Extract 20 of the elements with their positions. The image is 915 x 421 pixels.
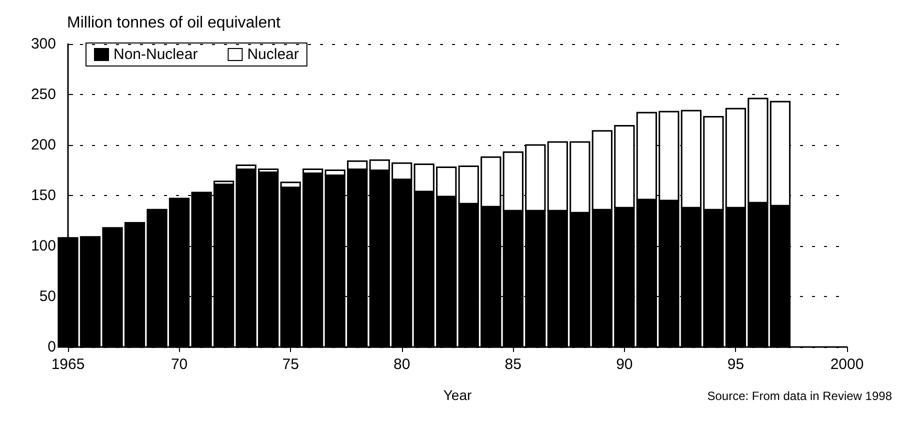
legend-label: Nuclear bbox=[247, 46, 299, 63]
x-tick-label: 90 bbox=[616, 356, 633, 373]
y-tick-label: 250 bbox=[30, 86, 56, 103]
source-note: Source: From data in Review 1998 bbox=[707, 389, 892, 403]
x-tick-label: 70 bbox=[170, 356, 188, 373]
x-tick-label: 80 bbox=[394, 356, 410, 373]
y-tick-label: 300 bbox=[30, 36, 56, 52]
y-tick-label: 150 bbox=[30, 187, 56, 204]
y-tick-label: 50 bbox=[39, 288, 56, 305]
legend-label: Non-Nuclear bbox=[114, 46, 198, 63]
y-tick-label: 0 bbox=[48, 338, 56, 356]
x-tick-label: 2000 bbox=[830, 356, 864, 373]
x-tick-label: 1965 bbox=[51, 356, 85, 373]
x-tick-label: 85 bbox=[504, 356, 522, 373]
x-axis-title: Year bbox=[443, 387, 472, 403]
x-tick-label: 95 bbox=[727, 356, 744, 373]
y-tick-label: 100 bbox=[30, 238, 56, 254]
x-tick-label: 75 bbox=[282, 356, 299, 373]
y-tick-label: 200 bbox=[30, 136, 56, 154]
y-axis-title: Million tonnes of oil equivalent bbox=[67, 14, 282, 32]
